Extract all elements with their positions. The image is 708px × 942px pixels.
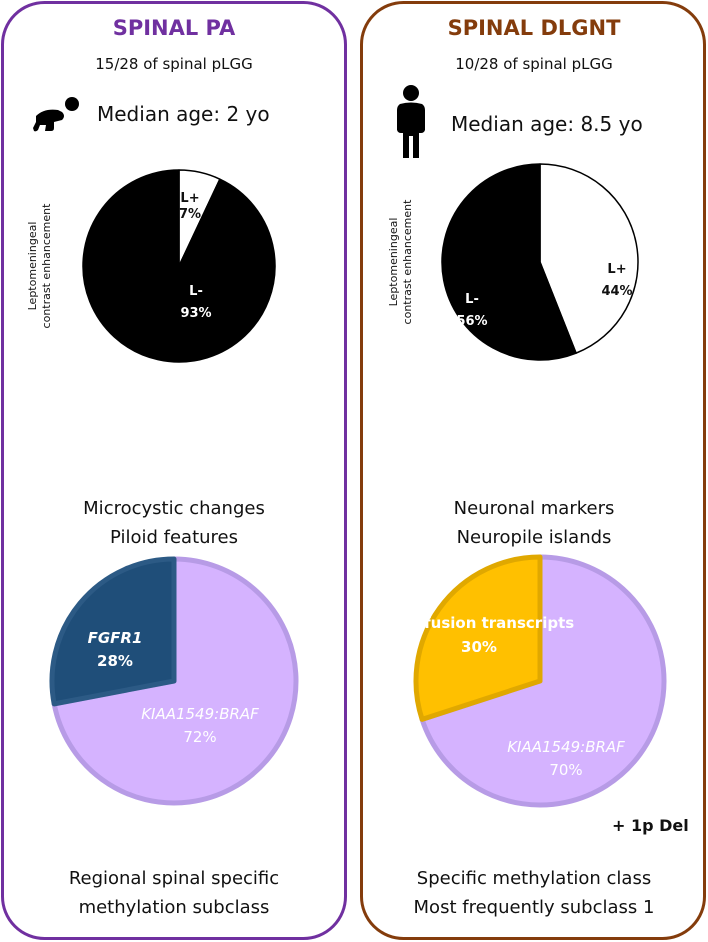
pie-slice-l- [82,169,276,363]
dlgnt-fusion-label: rare fusion transcripts 30% [384,614,574,656]
dlgnt-enhancement-pie [441,163,639,361]
dlgnt-axis-label: Leptomeningealcontrast enhancement [387,199,414,325]
dlgnt-1p-del: + 1p Del [612,816,689,835]
pa-braf-label: KIAA1549:BRAF 72% [141,705,259,746]
dlgnt-lminus-label: L-56% [456,292,487,329]
pa-enhancement-pie [82,169,276,363]
pa-axis-label: Leptomeningealcontrast enhancement [26,203,53,329]
pa-count: 15/28 of spinal pLGG [95,55,253,73]
pa-lminus-label: L-93% [180,284,211,321]
pa-lplus-label: L+ 7% [179,191,201,222]
spinal-pa-panel [1,1,347,940]
dlgnt-braf-label: KIAA1549:BRAF 70% [507,738,625,779]
dlgnt-features: Neuronal markers Neuropile islands [454,498,615,548]
pa-title: SPINAL PA [113,16,236,40]
pa-fgfr1-label: FGFR1 28% [88,629,143,670]
pie-slice-l- [441,163,577,361]
pie-slice-fgfr1 [49,556,177,707]
spinal-dlgnt-panel [360,1,706,940]
dlgnt-alteration-pie [413,554,667,808]
pa-features: Microcystic changes Piloid features [83,498,265,548]
dlgnt-lplus-label: L+ 44% [601,262,632,299]
pie-slice-kiaa1549-braf [419,554,667,808]
pa-methylation: Regional spinal specific methylation subc… [69,868,279,918]
pie-slice-l- [539,163,639,354]
dlgnt-median-age: Median age: 8.5 yo [451,112,643,136]
pa-median-age: Median age: 2 yo [97,102,270,126]
dlgnt-title: SPINAL DLGNT [448,16,621,40]
person-icon [397,85,425,158]
pie-slice-rare-fusion-transcripts [413,554,543,722]
dlgnt-methylation: Specific methylation class Most frequentl… [414,868,655,918]
pa-alteration-pie [49,556,299,806]
dlgnt-count: 10/28 of spinal pLGG [455,55,613,73]
crawling-baby-icon [33,97,79,132]
